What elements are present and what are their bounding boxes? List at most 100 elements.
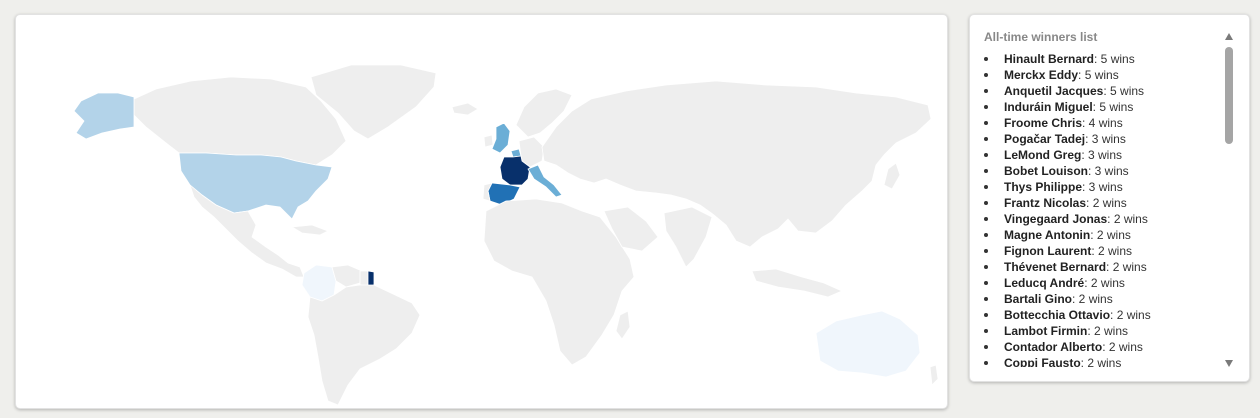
winner-wins: : 2 wins — [1087, 324, 1129, 338]
bullet-icon — [984, 137, 988, 141]
country-australia[interactable] — [815, 310, 921, 378]
list-item: Vingegaard Jonas: 2 wins — [984, 211, 1151, 227]
list-item: LeMond Greg: 3 wins — [984, 147, 1151, 163]
winner-name: Leducq André — [1004, 276, 1085, 290]
country-scandinavia[interactable] — [515, 88, 573, 138]
list-item: Froome Chris: 4 wins — [984, 115, 1151, 131]
world-map — [73, 64, 939, 406]
winner-name: Frantz Nicolas — [1004, 196, 1087, 210]
country-madagascar[interactable] — [615, 310, 631, 340]
winner-name: Lambot Firmin — [1004, 324, 1088, 338]
list-item: Anquetil Jacques: 5 wins — [984, 83, 1151, 99]
winner-name: Bobet Louison — [1004, 164, 1088, 178]
list-item: Coppi Fausto: 2 wins — [984, 355, 1151, 367]
bullet-icon — [984, 217, 988, 221]
bullet-icon — [984, 185, 988, 189]
winner-name: Froome Chris — [1004, 116, 1083, 130]
winner-name: Magne Antonin — [1004, 228, 1091, 242]
bullet-icon — [984, 201, 988, 205]
country-india[interactable] — [663, 206, 713, 268]
country-ireland[interactable] — [483, 134, 494, 148]
winner-name: Anquetil Jacques — [1004, 84, 1104, 98]
bullet-icon — [984, 105, 988, 109]
country-france[interactable] — [499, 155, 531, 186]
list-item: Fignon Laurent: 2 wins — [984, 243, 1151, 259]
winners-panel: All-time winners list Hinault Bernard: 5… — [969, 14, 1250, 382]
bullet-icon — [984, 345, 988, 349]
winner-wins: : 2 wins — [1072, 292, 1113, 306]
winner-name: Coppi Fausto — [1004, 356, 1081, 367]
bullet-icon — [984, 281, 988, 285]
country-portugal[interactable] — [482, 182, 493, 202]
country-iceland[interactable] — [451, 102, 479, 116]
winners-list-title: All-time winners list — [984, 30, 1098, 44]
winner-wins: : 2 wins — [1091, 244, 1133, 258]
list-item: Thys Philippe: 3 wins — [984, 179, 1151, 195]
country-new-zealand[interactable] — [929, 364, 939, 386]
country-italy[interactable] — [527, 164, 563, 198]
winner-name: Hinault Bernard — [1004, 52, 1095, 66]
winner-wins: : 2 wins — [1107, 212, 1148, 226]
country-colombia[interactable] — [301, 264, 337, 302]
winner-wins: : 3 wins — [1082, 180, 1123, 194]
winner-wins: : 2 wins — [1102, 340, 1143, 354]
winner-name: Bartali Gino — [1004, 292, 1073, 306]
list-item: Bottecchia Ottavio: 2 wins — [984, 307, 1151, 323]
country-africa[interactable] — [483, 198, 635, 366]
country-russia-asia[interactable] — [541, 80, 932, 248]
country-japan[interactable] — [883, 162, 901, 190]
country-indonesia[interactable] — [751, 268, 843, 298]
winners-scrollbar[interactable] — [1223, 33, 1235, 367]
country-greenland[interactable] — [310, 64, 437, 140]
winner-wins: : 2 wins — [1106, 260, 1147, 274]
winner-wins: : 2 wins — [1090, 228, 1131, 242]
winner-wins: : 3 wins — [1085, 132, 1126, 146]
list-item: Bobet Louison: 3 wins — [984, 163, 1151, 179]
world-map-panel — [15, 14, 948, 409]
winner-wins: : 5 wins — [1094, 52, 1135, 66]
bullet-icon — [984, 313, 988, 317]
country-cuba[interactable] — [291, 224, 329, 236]
scroll-thumb[interactable] — [1225, 47, 1233, 144]
bullet-icon — [984, 73, 988, 77]
bullet-icon — [984, 89, 988, 93]
bullet-icon — [984, 249, 988, 253]
bullet-icon — [984, 153, 988, 157]
country-usa-alaska[interactable] — [73, 92, 135, 140]
winner-wins: : 5 wins — [1078, 68, 1119, 82]
winners-list-viewport: All-time winners list Hinault Bernard: 5… — [970, 15, 1220, 367]
winners-list: Hinault Bernard: 5 wins Merckx Eddy: 5 wi… — [984, 51, 1151, 367]
country-brazil-region[interactable] — [307, 284, 421, 406]
country-canada[interactable] — [133, 76, 347, 166]
list-item: Hinault Bernard: 5 wins — [984, 51, 1151, 67]
country-venezuela[interactable] — [331, 264, 363, 288]
winner-name: Bottecchia Ottavio — [1004, 308, 1111, 322]
winner-wins: : 2 wins — [1080, 356, 1122, 367]
bullet-icon — [984, 121, 988, 125]
list-item: Induráin Miguel: 5 wins — [984, 99, 1151, 115]
list-item: Pogačar Tadej: 3 wins — [984, 131, 1151, 147]
list-item: Lambot Firmin: 2 wins — [984, 323, 1151, 339]
country-mexico[interactable] — [189, 184, 305, 278]
list-item: Frantz Nicolas: 2 wins — [984, 195, 1151, 211]
list-item: Leducq André: 2 wins — [984, 275, 1151, 291]
list-item: Thévenet Bernard: 2 wins — [984, 259, 1151, 275]
winner-name: LeMond Greg — [1004, 148, 1082, 162]
list-item: Contador Alberto: 2 wins — [984, 339, 1151, 355]
country-arabia[interactable] — [603, 206, 659, 252]
bullet-icon — [984, 361, 988, 365]
bullet-icon — [984, 297, 988, 301]
country-united-kingdom[interactable] — [491, 122, 511, 154]
scroll-up-arrow-icon[interactable] — [1225, 33, 1233, 40]
list-item: Magne Antonin: 2 wins — [984, 227, 1151, 243]
winner-wins: : 3 wins — [1088, 164, 1129, 178]
winner-name: Thys Philippe — [1004, 180, 1083, 194]
winner-name: Vingegaard Jonas — [1004, 212, 1108, 226]
winner-wins: : 5 wins — [1092, 100, 1134, 114]
list-item: Merckx Eddy: 5 wins — [984, 67, 1151, 83]
winner-name: Pogačar Tadej — [1004, 132, 1086, 146]
scroll-down-arrow-icon[interactable] — [1225, 360, 1233, 367]
winner-wins: : 4 wins — [1082, 116, 1123, 130]
list-item: Bartali Gino: 2 wins — [984, 291, 1151, 307]
winner-name: Merckx Eddy — [1004, 68, 1079, 82]
